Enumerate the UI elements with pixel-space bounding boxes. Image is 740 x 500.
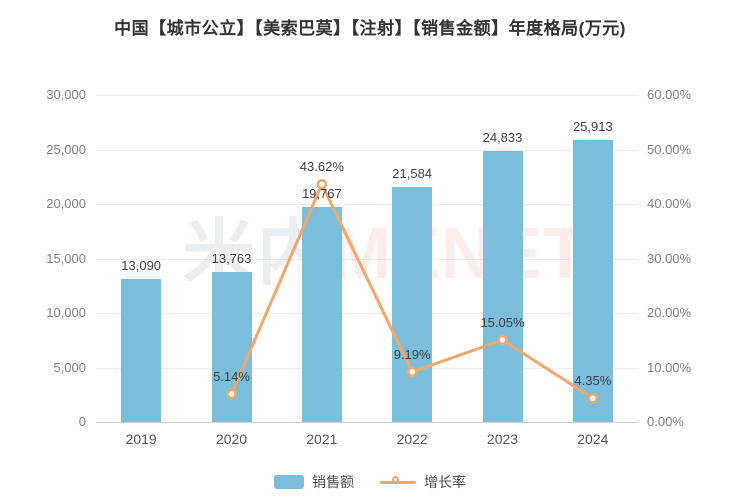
bar-value-label: 21,584 (392, 165, 433, 181)
y-axis-tick-left: 30,000 (46, 87, 86, 102)
line-marker-2020[interactable] (226, 388, 237, 400)
line-marker-2022[interactable] (406, 366, 418, 378)
y-axis-tick-right: 0.00% (647, 414, 684, 429)
y-axis-tick-left: 20,000 (46, 196, 86, 211)
line-value-label: 9.19% (393, 346, 431, 362)
y-axis-tick-right: 60.00% (647, 87, 692, 102)
bar-value-label: 24,833 (482, 130, 523, 146)
legend: 销售额 增长率 (0, 472, 740, 492)
x-axis-label-2019: 2019 (125, 431, 157, 447)
growth-legend-line (380, 481, 416, 484)
line-value-label: 4.35% (574, 373, 612, 389)
grid-line (96, 149, 638, 151)
y-axis-tick-right: 30.00% (647, 250, 692, 266)
sales-legend-swatch (274, 475, 304, 489)
bar-value-label: 19,767 (301, 185, 342, 201)
bar-2023[interactable] (482, 151, 523, 422)
growth-line (230, 182, 594, 400)
line-marker-2021[interactable] (316, 179, 328, 190)
growth-legend-label: 增长率 (424, 474, 466, 490)
line-marker-2023[interactable] (497, 334, 508, 346)
y-axis-tick-left: 5,000 (53, 359, 86, 375)
chart-title: 中国【城市公立】【美索巴莫】【注射】【销售金额】年度格局(万元) (114, 19, 626, 38)
y-axis-tick-right: 50.00% (647, 141, 692, 157)
x-axis-label-2021: 2021 (306, 431, 338, 447)
x-axis-label-2024: 2024 (577, 431, 609, 447)
y-axis-tick-right: 10.00% (647, 359, 692, 375)
y-axis-tick-left: 15,000 (46, 250, 86, 266)
line-value-label: 43.62% (299, 159, 344, 175)
grid-line (96, 204, 638, 205)
grid-line (96, 313, 638, 314)
line-marker-2024[interactable] (587, 393, 599, 404)
bar-value-label: 13,090 (121, 258, 162, 274)
grid-line (96, 258, 638, 260)
bar-value-label: 13,763 (211, 250, 252, 266)
growth-legend-circle (392, 476, 399, 483)
bar-2022[interactable] (392, 186, 433, 422)
legend-item-sales[interactable]: 销售额 (274, 472, 354, 492)
bar-value-label: 25,913 (572, 118, 613, 134)
legend-item-growth[interactable]: 增长率 (380, 472, 466, 492)
x-axis-label-2020: 2020 (215, 431, 248, 447)
x-axis-label-2023: 2023 (486, 431, 519, 447)
line-value-label: 5.14% (213, 368, 250, 384)
growth-legend-symbol (380, 475, 416, 489)
y-axis-tick-right: 40.00% (647, 196, 692, 211)
x-axis-line (96, 422, 638, 423)
line-value-label: 15.05% (480, 314, 525, 330)
x-axis-label-2022: 2022 (396, 431, 428, 447)
y-axis-tick-left: 10,000 (46, 305, 86, 320)
bar-2024[interactable] (572, 139, 613, 422)
grid-line (96, 367, 638, 369)
y-axis-tick-left: 0 (78, 414, 86, 429)
y-axis-tick-right: 20.00% (647, 305, 692, 320)
sales-legend-label: 销售额 (312, 474, 354, 490)
y-axis-tick-left: 25,000 (46, 141, 86, 157)
bar-2021[interactable] (301, 206, 342, 422)
bar-2019[interactable] (121, 279, 162, 422)
grid-line (96, 95, 638, 96)
